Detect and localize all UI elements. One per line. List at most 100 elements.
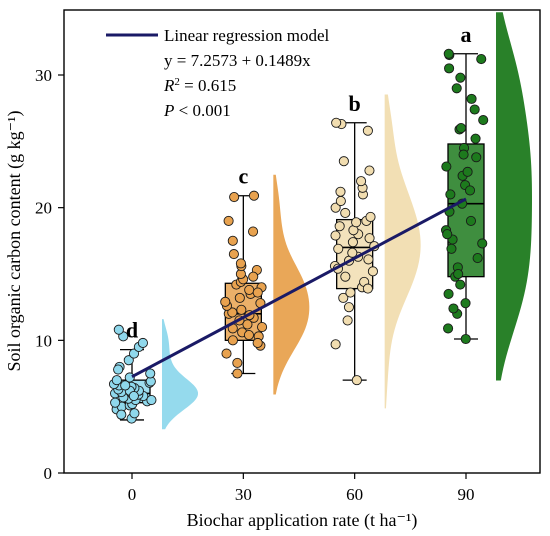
data-point xyxy=(460,298,471,309)
data-point xyxy=(347,247,358,258)
data-point xyxy=(333,243,344,254)
data-point xyxy=(441,161,452,172)
legend-p-symbol: P xyxy=(163,101,174,120)
significance-letter: c xyxy=(238,164,248,189)
data-point xyxy=(120,380,131,391)
regression-layer xyxy=(131,197,467,379)
data-point xyxy=(462,166,473,177)
data-point xyxy=(442,229,453,240)
data-point xyxy=(335,195,346,207)
data-point xyxy=(342,315,353,326)
data-point xyxy=(472,253,483,264)
data-point xyxy=(236,304,247,315)
data-point xyxy=(448,303,459,314)
data-point xyxy=(477,238,488,249)
data-point xyxy=(338,156,349,167)
plot-area xyxy=(63,9,541,474)
data-point xyxy=(248,226,259,237)
significance-letter: b xyxy=(349,91,361,116)
data-point xyxy=(338,292,349,303)
x-tick-label: 60 xyxy=(346,485,363,504)
data-point xyxy=(445,189,456,200)
series-layer: d c b a xyxy=(108,12,532,430)
data-point xyxy=(228,249,239,260)
data-point xyxy=(244,284,255,295)
data-point xyxy=(128,391,139,402)
data-point xyxy=(243,329,254,341)
data-point xyxy=(469,104,480,115)
y-tick-label: 0 xyxy=(44,464,53,483)
data-point xyxy=(111,375,122,386)
data-point xyxy=(444,63,455,74)
data-point xyxy=(113,324,124,335)
data-point xyxy=(123,355,134,366)
group-60: b xyxy=(329,91,421,409)
data-point xyxy=(257,322,268,333)
data-point xyxy=(464,185,476,196)
data-point xyxy=(334,221,345,232)
data-point xyxy=(129,408,140,419)
legend-p-value: < 0.001 xyxy=(174,101,230,120)
density-half-violin xyxy=(273,174,310,395)
data-point xyxy=(248,271,259,282)
group-30: c xyxy=(220,164,310,395)
legend-p: P < 0.001 xyxy=(163,101,231,120)
data-point xyxy=(362,283,373,294)
data-point xyxy=(146,394,157,406)
data-point xyxy=(351,375,362,386)
data-point xyxy=(451,83,462,94)
data-point xyxy=(458,149,469,160)
data-point xyxy=(330,230,341,241)
data-point xyxy=(443,48,454,59)
data-point xyxy=(248,190,260,201)
density-half-violin xyxy=(384,94,421,409)
data-point xyxy=(456,123,467,134)
data-point xyxy=(330,339,341,350)
legend-r2-symbol: R xyxy=(163,76,175,95)
x-tick-label: 0 xyxy=(128,485,137,504)
x-axis-title: Biochar application rate (t ha⁻¹) xyxy=(187,510,418,531)
data-point xyxy=(347,237,358,248)
data-point xyxy=(227,307,238,318)
data-point xyxy=(242,319,253,330)
x-tick-label: 90 xyxy=(458,485,475,504)
data-point xyxy=(460,333,471,345)
data-point xyxy=(356,176,367,187)
data-point xyxy=(364,233,375,244)
data-point xyxy=(235,258,246,269)
data-point xyxy=(340,207,351,219)
data-point xyxy=(465,215,477,226)
data-point xyxy=(252,337,263,349)
regression-line xyxy=(131,197,467,379)
data-point xyxy=(343,302,355,313)
legend-label: Linear regression model xyxy=(164,26,329,45)
data-point xyxy=(443,288,454,299)
y-axis-title: Soil organic carbon content (g kg⁻¹) xyxy=(4,110,25,371)
data-point xyxy=(363,254,374,265)
data-point xyxy=(137,337,148,349)
data-point xyxy=(443,323,454,334)
data-point xyxy=(446,243,457,254)
data-point xyxy=(455,279,466,290)
data-point xyxy=(227,235,238,246)
data-point xyxy=(330,202,341,213)
data-point xyxy=(335,186,346,197)
data-point xyxy=(478,115,489,126)
density-half-violin xyxy=(162,319,198,430)
data-point xyxy=(466,93,477,104)
data-point xyxy=(227,335,238,346)
density-half-violin xyxy=(496,12,532,381)
legend-r2-exponent: 2 xyxy=(174,76,180,88)
legend-equation: y = 7.2573 + 0.1489x xyxy=(164,51,311,70)
data-point xyxy=(351,217,362,228)
data-point xyxy=(471,152,482,163)
data-point xyxy=(365,211,376,223)
data-point xyxy=(232,357,243,368)
data-point xyxy=(221,348,232,359)
data-point xyxy=(345,287,356,298)
data-point xyxy=(220,296,231,307)
y-tick-label: 10 xyxy=(35,331,52,350)
data-point xyxy=(234,292,245,303)
data-point xyxy=(331,117,342,128)
